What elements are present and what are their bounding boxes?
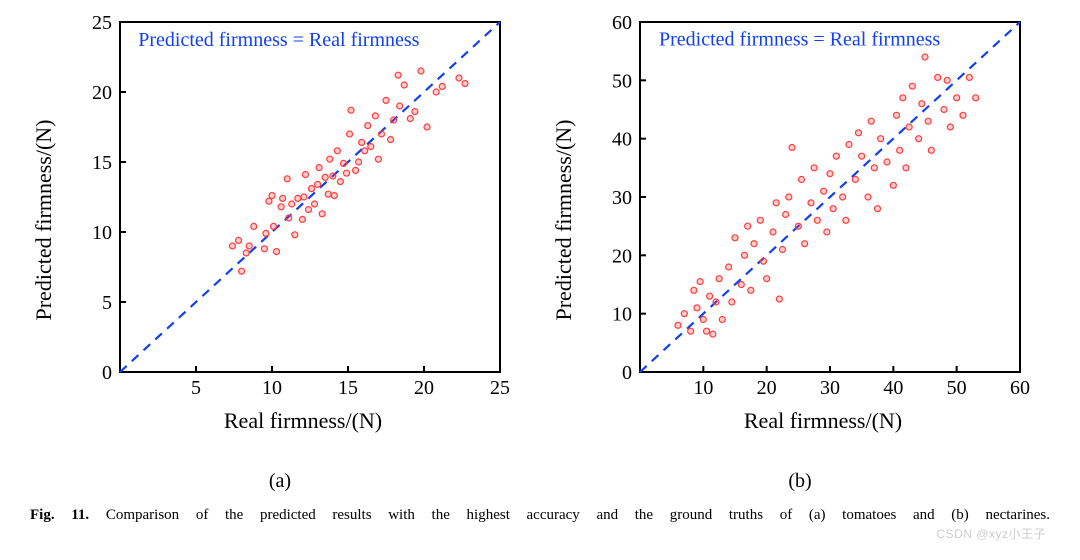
chart-a-xlabel: Real firmness/(N) <box>224 408 382 434</box>
svg-text:0: 0 <box>102 362 112 384</box>
chart-b-wrap: Predicted firmness/(N) 10203040506001020… <box>570 10 1030 430</box>
svg-text:5: 5 <box>102 292 112 314</box>
svg-text:25: 25 <box>92 12 112 34</box>
chart-b-svg: 10 20 30 40 50 60 0 10 20 30 40 50 60 Predicted firmn… <box>610 10 1030 410</box>
svg-text:15: 15 <box>338 377 358 399</box>
svg-text:20: 20 <box>612 245 632 267</box>
caption-prefix: Fig. 11. <box>30 507 89 523</box>
svg-text:10: 10 <box>693 377 713 399</box>
svg-text:50: 50 <box>612 70 632 92</box>
svg-text:5: 5 <box>191 377 201 399</box>
svg-text:30: 30 <box>612 187 632 209</box>
figure-caption: Fig. 11. Comparison of the predicted res… <box>0 493 1080 524</box>
svg-text:15: 15 <box>92 152 112 174</box>
svg-text:25: 25 <box>490 377 510 399</box>
svg-text:10: 10 <box>92 222 112 244</box>
svg-text:20: 20 <box>92 82 112 104</box>
panel-a-sublabel: (a) <box>269 470 291 493</box>
chart-b-ylabel: Predicted firmness/(N) <box>551 120 577 321</box>
panel-b-sublabel: (b) <box>788 470 811 493</box>
svg-text:40: 40 <box>612 129 632 151</box>
svg-text:20: 20 <box>414 377 434 399</box>
svg-text:60: 60 <box>612 12 632 34</box>
svg-text:10: 10 <box>262 377 282 399</box>
chart-a-svg: 5 10 15 20 25 0 5 10 15 20 25 Predicted firmness = … <box>90 10 510 410</box>
watermark: CSDN @xyz小王子 <box>936 525 1046 542</box>
svg-text:0: 0 <box>622 362 632 384</box>
svg-text:40: 40 <box>883 377 903 399</box>
chart-a-ylabel: Predicted firmness/(N) <box>31 120 57 321</box>
figure-row: Predicted firmness/(N) 5 10 15 20 25 0 5 10 15 20… <box>0 0 1080 493</box>
chart-a-wrap: Predicted firmness/(N) 51015202505101520… <box>50 10 510 430</box>
svg-text:30: 30 <box>820 377 840 399</box>
panel-b: Predicted firmness/(N) 10203040506001020… <box>570 10 1030 493</box>
svg-text:Predicted firmness = Real firm: Predicted firmness = Real firmness <box>659 28 940 50</box>
svg-text:50: 50 <box>947 377 967 399</box>
chart-b-xlabel: Real firmness/(N) <box>744 408 902 434</box>
caption-text: Comparison of the predicted results with… <box>106 507 1050 523</box>
svg-text:20: 20 <box>757 377 777 399</box>
svg-text:60: 60 <box>1010 377 1030 399</box>
svg-text:10: 10 <box>612 304 632 326</box>
panel-a: Predicted firmness/(N) 51015202505101520… <box>50 10 510 493</box>
svg-text:Predicted firmness = Real firm: Predicted firmness = Real firmness <box>138 29 419 51</box>
